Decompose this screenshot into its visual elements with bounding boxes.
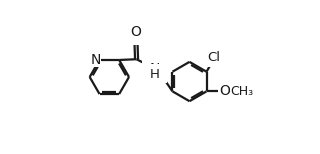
Text: O: O	[130, 24, 141, 38]
Text: O: O	[219, 84, 230, 98]
Text: N: N	[149, 62, 160, 76]
Text: H: H	[149, 68, 159, 81]
Text: N: N	[91, 53, 101, 67]
Text: CH₃: CH₃	[230, 85, 253, 98]
Text: Cl: Cl	[207, 51, 220, 64]
